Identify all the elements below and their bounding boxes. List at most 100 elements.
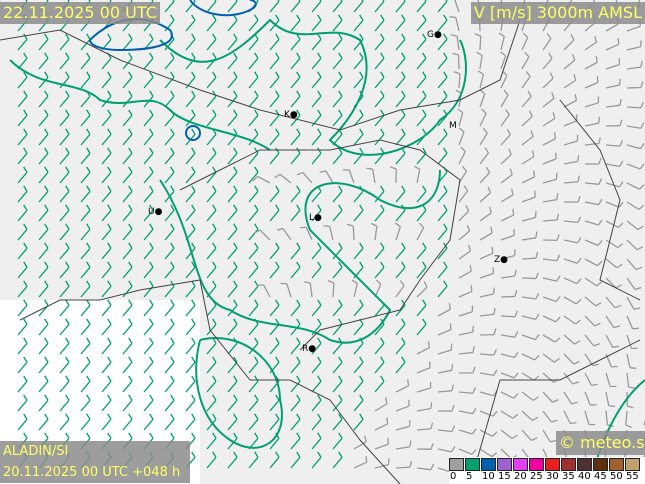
wind-barb [17,337,28,355]
wind-barb [374,458,390,469]
wind-barb [38,33,49,51]
wind-barb [206,166,217,184]
wind-barb [59,318,70,336]
wind-barb [521,211,537,222]
wind-barb [311,318,322,336]
wind-barb [164,147,175,165]
wind-barb [143,299,154,317]
wind-barb [584,96,600,108]
wind-barb [500,208,515,222]
wind-barb [143,223,154,241]
wind-barb [59,280,70,298]
wind-barb [80,33,91,51]
wind-barb [374,90,385,108]
wind-barb [374,261,385,279]
wind-barb [458,244,472,260]
wind-barb [80,204,91,222]
wind-barb [458,407,477,415]
wind-barb [584,296,602,307]
wind-barb [395,261,406,279]
wind-barb [605,277,622,289]
wind-barb [395,318,406,336]
wind-barb [353,14,364,32]
wind-barb [416,318,427,336]
wind-barb [605,78,621,89]
wind-barb [498,32,505,51]
wind-barb [80,299,91,317]
wind-barb [626,353,637,370]
wind-barb [101,242,112,260]
wind-barb [38,109,49,127]
wind-barb [185,71,196,89]
wind-barb [143,356,154,374]
wind-barb [206,413,217,431]
wind-barb [458,264,472,279]
wind-barb [332,413,343,431]
wind-barb [143,261,154,279]
wind-barb [185,147,196,165]
wind-barb [448,0,460,13]
wind-barb [500,372,519,379]
wind-barb [143,375,154,393]
wind-barb [38,242,49,260]
wind-barb [164,356,175,374]
wind-barb [342,169,355,184]
city-label: U [148,207,155,217]
wind-barb [605,98,622,108]
wind-barb [605,160,624,168]
wind-barb [206,242,217,260]
wind-barb [395,185,406,203]
wind-barb [500,128,511,146]
wind-barb [290,14,301,32]
wind-barb [353,455,368,469]
wind-barb [563,353,580,365]
wind-barb [122,166,133,184]
wind-barb [353,0,364,13]
wind-barb [248,71,259,89]
wind-barb [80,280,91,298]
wind-barb [332,299,343,317]
legend-swatch [497,458,512,471]
wind-barb [290,432,301,450]
wind-barb [416,242,427,260]
wind-barb [290,394,301,412]
wind-barb [521,170,536,184]
wind-barb [542,112,556,127]
wind-barb [584,116,601,127]
wind-barb [374,109,385,127]
wind-barb [311,242,322,260]
wind-barb [521,190,536,203]
wind-barb [395,242,406,260]
legend-tick: 55 [626,471,639,482]
wind-barb [269,185,280,203]
wind-barb [626,277,642,291]
wind-barb [185,14,196,32]
wind-barb [521,334,540,341]
wind-barb [311,375,322,393]
wind-barb [122,128,133,146]
wind-barb [395,33,406,51]
wind-barb [353,299,364,317]
wind-barb [101,337,112,355]
wind-barb [248,109,259,127]
wind-barb [296,171,313,184]
wind-barb [626,201,645,210]
model-name: ALADIN/SI [3,444,69,459]
wind-barb [311,432,322,450]
wind-barb [542,254,561,262]
wind-barb [416,443,434,450]
wind-barb [17,204,28,222]
wind-barb [353,242,364,260]
wind-barb [143,109,154,127]
wind-barb [248,147,259,165]
wind-barb [605,391,616,408]
wind-barb [227,147,238,165]
wind-barb [437,446,456,453]
wind-barb [274,173,292,184]
wind-barb [164,280,175,298]
wind-barb [248,166,259,184]
wind-barb [101,204,112,222]
wind-barb [332,71,343,89]
wind-barb [437,0,448,13]
city-label: G [427,30,434,40]
